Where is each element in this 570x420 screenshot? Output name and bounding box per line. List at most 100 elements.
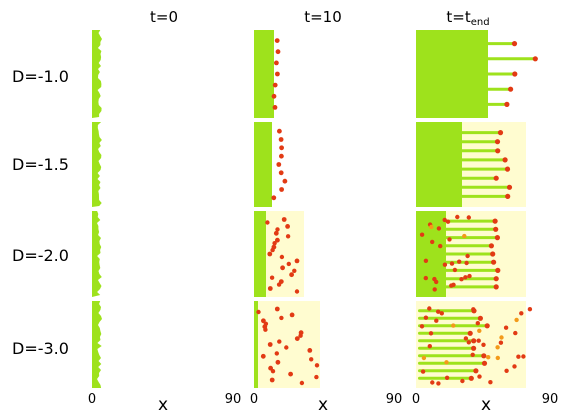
row-label-d2: D=-2.0 <box>12 246 69 265</box>
particle-dot <box>455 214 460 220</box>
initial-front-2 <box>92 211 102 297</box>
particle-dot <box>460 378 465 384</box>
finger <box>458 194 508 198</box>
finger <box>458 185 510 189</box>
particle-dot <box>309 357 314 362</box>
particle-dot <box>270 369 276 374</box>
particle-dot <box>471 307 476 312</box>
particle-dot <box>285 234 291 239</box>
particle-dot <box>421 355 427 361</box>
particle-dot <box>271 93 277 99</box>
particle-dot <box>288 371 293 377</box>
row-divider <box>252 298 397 300</box>
particle-dot <box>503 325 509 330</box>
green-front <box>416 30 488 118</box>
particle-dot <box>477 374 482 379</box>
finger <box>458 176 497 180</box>
particle-dot <box>279 153 284 159</box>
diffusion-zone <box>416 301 526 388</box>
particle-dot <box>436 381 441 386</box>
particle-dot <box>279 254 285 260</box>
particle-dot <box>430 380 435 385</box>
particle-dot <box>267 342 273 347</box>
finger <box>418 369 476 373</box>
particle-dot <box>289 272 294 278</box>
particle-dot <box>444 375 450 380</box>
particle-dot <box>436 309 441 314</box>
particle-dot <box>273 230 279 236</box>
column-title-t10: t=10 <box>304 8 342 26</box>
particle-dot <box>274 306 280 312</box>
particle-dot <box>275 49 281 55</box>
finger <box>442 268 498 272</box>
finger-tip-dot <box>504 166 511 172</box>
particle-dot <box>463 275 468 280</box>
finger <box>484 102 507 106</box>
particle-dot <box>432 287 437 292</box>
particle-dot <box>465 253 470 259</box>
x-tick-90-col1: 90 <box>225 392 242 407</box>
particle-dot <box>429 224 434 230</box>
finger <box>442 236 498 240</box>
particle-dot <box>423 315 429 320</box>
particle-dot <box>514 317 519 323</box>
initial-front-1 <box>92 122 102 207</box>
particle-dot <box>272 82 278 88</box>
particle-dot <box>434 279 439 285</box>
particle-dot <box>445 219 451 224</box>
particle-dot <box>307 348 313 353</box>
particle-dot <box>271 195 277 201</box>
particle-dot <box>314 363 320 368</box>
finger-tip-dot <box>471 345 477 351</box>
particle-dot <box>516 354 521 359</box>
finger-tip-dot <box>488 243 494 249</box>
particle-dot <box>434 318 439 323</box>
row-divider <box>90 119 230 121</box>
finger-tip-dot <box>492 218 498 224</box>
finger-tip-dot <box>532 56 538 62</box>
particle-dot <box>449 283 454 288</box>
row-divider <box>414 119 554 121</box>
particle-dot <box>275 71 280 77</box>
particle-dot <box>419 232 425 237</box>
finger-tip-dot <box>506 184 513 190</box>
finger <box>418 339 474 343</box>
particle-dot <box>430 239 435 245</box>
particle-dot <box>267 251 273 257</box>
finger <box>418 309 474 313</box>
particle-dot <box>263 327 268 332</box>
particle-dot <box>274 38 280 43</box>
particle-dot <box>420 369 426 374</box>
particle-dot <box>427 306 432 311</box>
finger <box>458 149 498 153</box>
particle-dot <box>481 342 486 347</box>
particle-dot <box>280 265 285 271</box>
particle-dot <box>466 215 471 220</box>
row-divider <box>90 298 230 300</box>
particle-dot <box>498 340 504 345</box>
column-title-t0: t=0 <box>150 8 178 26</box>
particle-dot <box>282 178 288 184</box>
initial-front-0 <box>92 30 102 118</box>
x-label-col1: x <box>158 395 168 415</box>
particle-dot <box>513 330 518 336</box>
particle-dot <box>495 355 500 361</box>
particle-dot <box>294 289 300 294</box>
particle-dot <box>475 321 480 326</box>
finger-tip-dot <box>493 284 499 290</box>
x-tick-0-col1: 0 <box>88 392 96 407</box>
particle-dot <box>486 355 491 360</box>
particle-dot <box>423 275 428 281</box>
particle-dot <box>314 374 319 380</box>
finger-tip-dot <box>494 235 500 241</box>
particle-dot <box>265 220 270 225</box>
particle-dot <box>272 105 278 110</box>
particle-dot <box>278 170 284 176</box>
x-tick-0-col2: 0 <box>250 392 258 407</box>
green-front <box>416 122 462 207</box>
x-label-col3: x <box>481 395 491 415</box>
particle-dot <box>504 368 509 373</box>
particle-dot <box>277 128 282 134</box>
particle-dot <box>444 360 449 365</box>
finger <box>484 87 511 91</box>
